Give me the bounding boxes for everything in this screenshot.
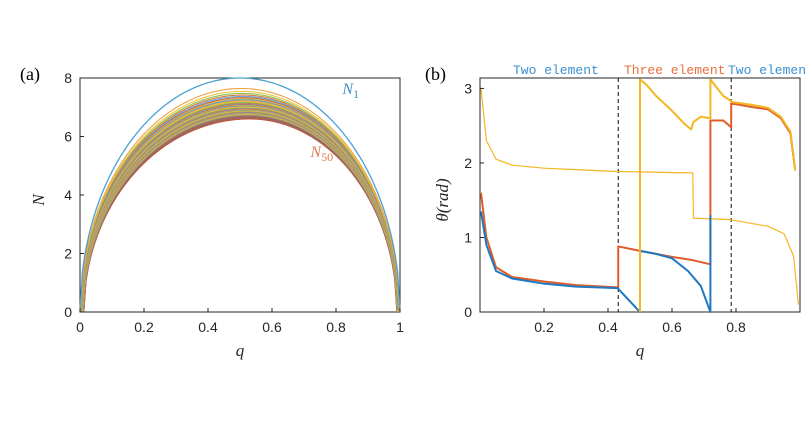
panel-b-ylabel: θ(rad) [433, 178, 452, 222]
panel-a: (a) 0 0.2 0.4 0.6 0.8 1 0 2 4 6 8 q N N1 N50 [20, 64, 404, 360]
region-label-two-element-right: Two element [728, 63, 806, 78]
panel-a-xtick-label: 0.8 [326, 319, 346, 335]
panel-a-curve [80, 94, 400, 313]
panel-b-xtick-label: 0.2 [534, 319, 554, 335]
panel-b-curves [479, 78, 799, 313]
panel-a-ytick-label: 0 [64, 304, 72, 320]
region-label-two-element-left: Two element [513, 63, 599, 78]
panel-b-xtick-label: 0.8 [726, 319, 746, 335]
panel-b-ytick-label: 2 [464, 155, 472, 171]
panel-a-curve [82, 116, 398, 313]
panel-b-series [479, 211, 712, 313]
panel-b-series [480, 88, 799, 305]
panel-a-curve [81, 105, 399, 313]
panel-a-curve [81, 108, 399, 313]
panel-b-label: (b) [425, 64, 446, 85]
panel-a-curve [82, 114, 398, 313]
panel-a-curve [82, 113, 399, 313]
panel-a-ytick-label: 4 [64, 187, 72, 203]
panel-a-curve [80, 100, 400, 313]
panel-a-annotations: N1 N50 [309, 81, 359, 164]
panel-a-ytick-label: 6 [64, 129, 72, 145]
panel-a-curve [82, 115, 398, 313]
panel-a-curve [81, 107, 399, 313]
panel-a-curve [80, 98, 400, 313]
panel-a-curve [81, 101, 400, 313]
panel-a-xtick-label: 1 [396, 319, 404, 335]
panel-a-curve [81, 109, 399, 313]
panel-a-curve [82, 113, 399, 313]
panel-a-curve [80, 92, 400, 313]
panel-b-xtick-label: 0.4 [598, 319, 618, 335]
panel-a-curve [83, 117, 398, 313]
panel-a-curve [83, 118, 398, 313]
panel-a-curve [82, 109, 399, 313]
panel-a-label: (a) [20, 64, 40, 85]
panel-a-curve [82, 115, 398, 313]
panel-a-curve [81, 106, 399, 313]
panel-b-xtick-label: 0.6 [662, 319, 682, 335]
panel-b-ytick-label: 3 [464, 80, 472, 96]
panel-a-curve [81, 104, 400, 313]
panel-a-curve [83, 117, 398, 313]
panel-a-curve [80, 90, 401, 313]
panel-a-curve [82, 115, 398, 313]
panel-a-xtick-label: 0.6 [262, 319, 282, 335]
panel-a-ytick-label: 8 [64, 70, 72, 86]
panel-a-curve [82, 114, 398, 313]
region-label-three-element: Three element [624, 63, 725, 78]
panel-a-curve [83, 118, 398, 313]
panel-a-curve [81, 108, 399, 313]
panel-a-curve [80, 99, 400, 313]
label-n1: N1 [341, 81, 359, 101]
panel-a-curve [81, 107, 399, 313]
panel-a-curve [80, 100, 400, 313]
panel-a-curve [80, 97, 400, 313]
panel-a-curve [81, 106, 399, 313]
panel-b: (b) 0.2 0.4 0.6 0.8 0 1 2 3 q θ(rad) Two elemen… [425, 63, 806, 360]
panel-b-series [479, 102, 797, 289]
panel-a-curve [82, 114, 398, 313]
panel-a-curve [81, 103, 400, 313]
panel-a-curves [79, 77, 401, 313]
panel-a-xtick-label: 0.4 [198, 319, 218, 335]
label-n50: N50 [309, 144, 333, 164]
panel-a-ticks: 0 0.2 0.4 0.6 0.8 1 0 2 4 6 8 [64, 70, 404, 335]
panel-a-curve [81, 102, 400, 313]
panel-a-xtick-label: 0.2 [134, 319, 154, 335]
panel-b-series [639, 78, 797, 312]
panel-a-xlabel: q [236, 341, 245, 360]
panel-a-xtick-label: 0 [76, 319, 84, 335]
panel-a-curve [83, 116, 398, 313]
panel-b-ticks: 0.2 0.4 0.6 0.8 0 1 2 3 [464, 80, 746, 335]
panel-a-curve [80, 95, 400, 313]
panel-a-curve [82, 110, 399, 313]
panel-a-curve [83, 116, 398, 313]
panel-a-ylabel: N [29, 193, 48, 207]
panel-a-curve [83, 117, 398, 313]
panel-b-ytick-label: 0 [464, 304, 472, 320]
panel-a-curve [79, 87, 401, 313]
panel-a-curve [79, 77, 401, 313]
panel-b-xlabel: q [636, 341, 645, 360]
panel-a-curve [81, 105, 399, 313]
panel-b-ytick-label: 1 [464, 229, 472, 245]
panel-a-curve [81, 103, 400, 313]
panel-a-ytick-label: 2 [64, 246, 72, 262]
